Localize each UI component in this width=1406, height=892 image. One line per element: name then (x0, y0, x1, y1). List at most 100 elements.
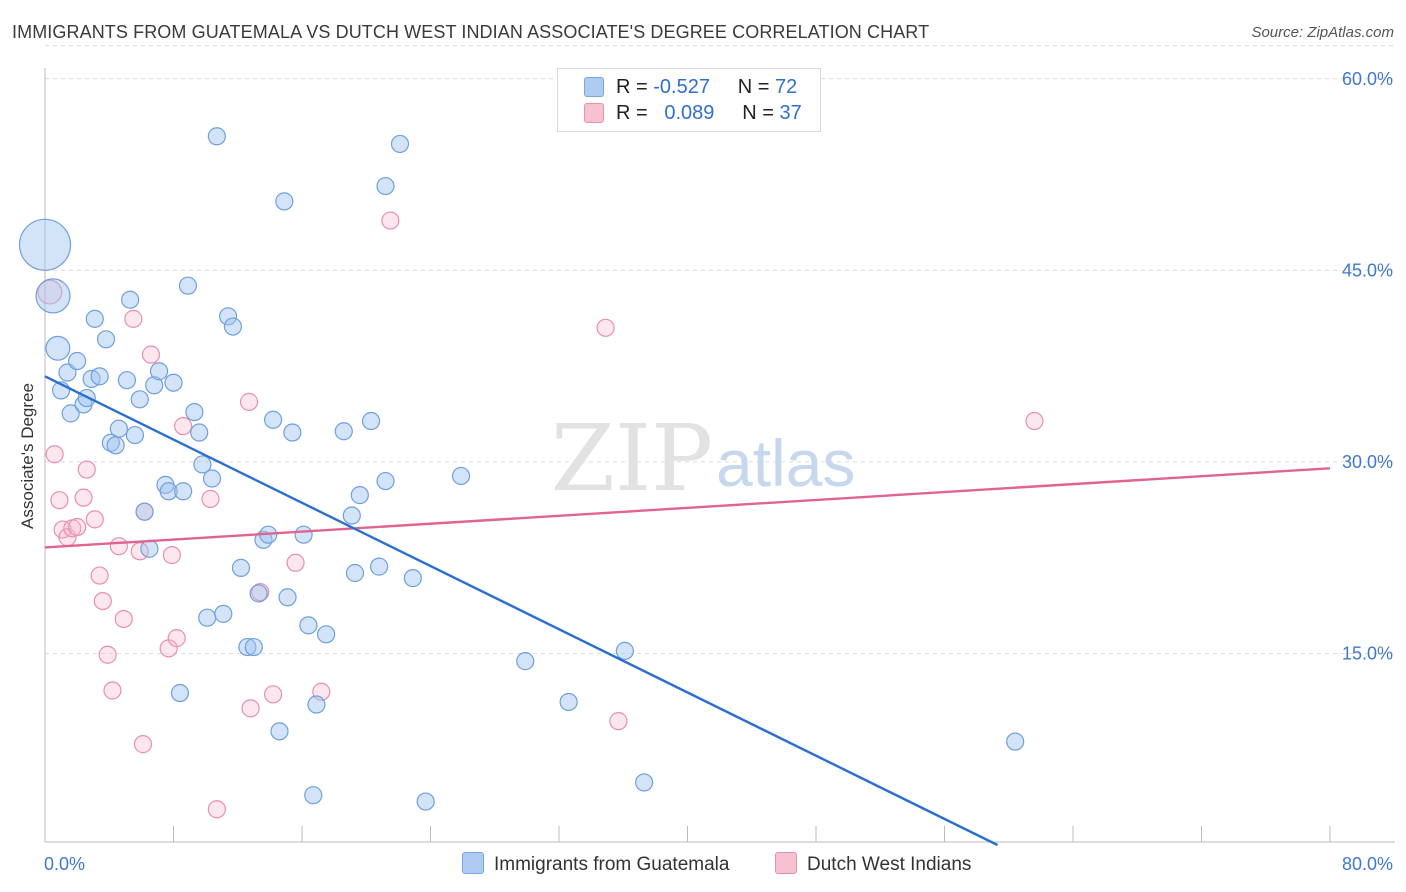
guatemala-point (178, 276, 198, 295)
guatemala-point (193, 455, 212, 474)
guatemala-point (45, 335, 71, 361)
legend-r-label: R = (616, 76, 648, 98)
guatemala-point (149, 362, 169, 381)
legend-n-label: N = (742, 102, 774, 124)
guatemala-point (299, 616, 318, 635)
dutch-west-indian-point (114, 609, 133, 629)
axes (44, 68, 1395, 843)
guatemala-point (135, 502, 154, 521)
dutch-west-indian-point (167, 629, 186, 648)
chart-title: IMMIGRANTS FROM GUATEMALA VS DUTCH WEST … (12, 22, 930, 42)
guatemala-point (345, 563, 365, 583)
guatemala-point (223, 317, 243, 336)
dutch-west-indian-point (50, 491, 69, 510)
dutch-west-indian-point (133, 735, 153, 754)
guatemala-point (376, 471, 395, 491)
guatemala-point (68, 351, 87, 371)
pink-points (37, 211, 1044, 819)
dutch-west-indian-point (609, 712, 628, 731)
dutch-west-indian-point (201, 489, 220, 509)
guatemala-point (219, 307, 238, 326)
dutch-west-indian-trend-line (44, 467, 1331, 549)
guatemala-point (140, 539, 159, 558)
source-label: Source: ZipAtlas.com (1251, 24, 1394, 41)
guatemala-point (249, 584, 268, 603)
guatemala-point (164, 373, 183, 392)
guatemala-point (90, 367, 109, 386)
dutch-west-indian-point (109, 537, 128, 556)
dutch-west-indian-point (37, 279, 63, 305)
watermark-zip: ZIP (551, 405, 713, 512)
guatemala-point (390, 134, 410, 154)
watermark-atlas: atlas (716, 426, 855, 500)
dutch-west-indian-point (381, 211, 400, 230)
guatemala-point (244, 637, 263, 657)
guatemala-point (451, 466, 471, 486)
legend-n-value: 37 (779, 102, 802, 124)
guatemala-point (254, 530, 273, 549)
guatemala-point (304, 786, 323, 805)
guatemala-point (125, 425, 145, 445)
guatemala-point (516, 652, 535, 671)
guatemala-point (190, 423, 209, 442)
tick-labels: 15.0% 30.0% 45.0% 60.0% 0.0% 80.0% (44, 69, 1393, 874)
guatemala-point (635, 773, 654, 792)
guatemala-point (117, 371, 137, 390)
guatemala-point (202, 469, 222, 488)
bottom-swatch-pink (775, 852, 797, 874)
guatemala-point (342, 506, 361, 525)
correlation-legend: R = -0.527 N = 72 R = 0.089 N = 37 (557, 68, 821, 132)
dutch-west-indian-point (241, 699, 260, 718)
guatemala-point (294, 525, 313, 544)
bottom-legend-guatemala: Immigrants from Guatemala (462, 852, 729, 876)
guatemala-point (334, 422, 353, 441)
dutch-west-indian-point (239, 392, 259, 411)
guatemala-point (559, 692, 578, 712)
legend-n-label: N = (737, 76, 770, 98)
dutch-west-indian-point (68, 517, 87, 537)
guatemala-point (130, 390, 149, 409)
dutch-west-indian-point (263, 685, 283, 704)
guatemala-point (403, 569, 422, 588)
guatemala-point (270, 722, 289, 741)
guatemala-point (101, 433, 120, 452)
guatemala-point (185, 402, 204, 422)
guatemala-point (263, 410, 283, 429)
guatemala-point (361, 411, 381, 431)
dutch-west-indian-point (77, 460, 96, 479)
guatemala-point (109, 419, 128, 438)
guatemala-point (350, 486, 369, 505)
guatemala-point (170, 683, 190, 703)
guatemala-point (376, 176, 395, 196)
guatemala-point (96, 330, 116, 349)
bottom-legend-label: Immigrants from Guatemala (494, 854, 730, 875)
dutch-west-indian-point (93, 591, 112, 611)
guatemala-point (615, 641, 634, 660)
legend-r-label: R = (616, 102, 648, 124)
x-tick-label: 0.0% (44, 854, 85, 874)
blue-points (18, 127, 1025, 811)
dutch-west-indian-point (596, 318, 615, 337)
guatemala-point (1006, 732, 1025, 751)
guatemala-point (316, 625, 336, 644)
dutch-west-indian-point (85, 510, 104, 529)
bottom-legend-label: Dutch West Indians (807, 854, 972, 875)
legend-n-value: 72 (775, 76, 798, 98)
guatemala-point (85, 309, 104, 328)
guatemala-point (18, 218, 72, 271)
guatemala-point (416, 792, 435, 811)
bottom-swatch-blue (462, 852, 484, 874)
guatemala-point (207, 127, 226, 146)
dutch-west-indian-point (174, 417, 193, 436)
guatemala-point (238, 637, 257, 657)
dutch-west-indian-point (1025, 411, 1044, 431)
guatemala-point (275, 192, 294, 211)
legend-r-value: -0.527 (653, 76, 710, 98)
dutch-west-indian-point (286, 553, 305, 572)
guatemala-point (278, 588, 297, 607)
y-tick-label: 15.0% (1342, 643, 1393, 663)
guatemala-point (214, 604, 233, 623)
guatemala-point (35, 278, 71, 314)
guatemala-point (106, 436, 125, 455)
guatemala-point (231, 558, 251, 577)
